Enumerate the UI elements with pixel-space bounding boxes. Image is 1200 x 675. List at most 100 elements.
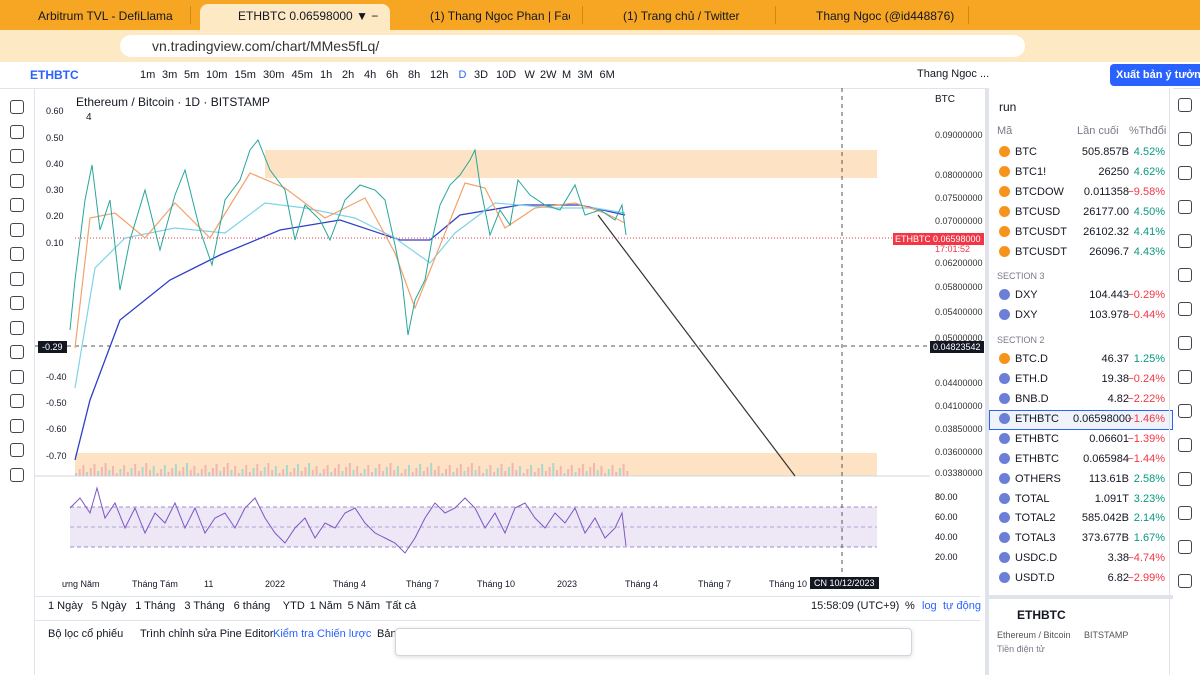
range-button[interactable]: 1 Năm <box>309 600 342 612</box>
volume-bar <box>441 473 444 476</box>
volume-bar <box>437 466 440 476</box>
tool-icon[interactable] <box>10 320 24 335</box>
volume-bar <box>385 467 388 476</box>
range-button[interactable]: 3 Tháng <box>184 600 225 612</box>
range-button[interactable]: 6 tháng <box>233 600 271 612</box>
drawing-toolbar <box>0 88 35 675</box>
volume-bar <box>493 472 496 476</box>
volume-bar <box>115 473 118 476</box>
price-series <box>69 139 627 336</box>
column-header: %Thđổi <box>1129 125 1167 137</box>
row-change: 4.52% <box>1133 146 1165 158</box>
tool-icon[interactable] <box>1178 540 1192 554</box>
volume-bar <box>226 463 229 476</box>
tool-icon[interactable] <box>10 222 24 237</box>
volume-bar <box>230 470 233 476</box>
range-button[interactable]: 1 Ngày <box>48 600 83 612</box>
row-change: −2.22% <box>1127 393 1165 405</box>
tool-icon[interactable] <box>10 394 24 408</box>
tool-icon[interactable] <box>1178 132 1192 146</box>
tab[interactable] <box>778 6 969 24</box>
tab-bar <box>0 0 1200 30</box>
volume-bar <box>285 465 288 476</box>
tool-icon[interactable] <box>1178 200 1192 214</box>
tool-icon[interactable] <box>1178 574 1192 588</box>
row-change: −0.44% <box>1127 309 1165 322</box>
row-change: 4.41% <box>1133 225 1165 238</box>
range-button[interactable]: 1 Tháng <box>135 600 176 612</box>
tool-icon[interactable] <box>10 100 24 114</box>
volume-bar <box>282 469 285 476</box>
volume-bar <box>134 464 137 476</box>
tool-icon[interactable] <box>10 296 24 310</box>
row-change: 2.58% <box>1133 472 1165 485</box>
tool-icon[interactable] <box>1178 404 1192 418</box>
bottom-tab: Trình chỉnh sửa Pine Editor <box>140 628 274 640</box>
volume-bar <box>215 464 218 476</box>
range-button[interactable]: 5 Ngày <box>91 600 127 612</box>
row-change: 1.25% <box>1133 353 1165 366</box>
floating-draw-bar[interactable] <box>395 628 912 656</box>
tab[interactable] <box>585 6 776 24</box>
volume-bar <box>426 467 429 476</box>
volume-bar <box>326 465 329 476</box>
volume-bar <box>356 466 359 476</box>
tool-icon[interactable] <box>1178 234 1192 248</box>
symbol-icon <box>999 353 1010 365</box>
tool-icon[interactable] <box>10 149 24 163</box>
symbol-icon <box>999 205 1010 217</box>
tool-icon[interactable] <box>1178 506 1192 520</box>
volume-bar <box>149 470 151 476</box>
tool-icon[interactable] <box>10 198 24 212</box>
volume-bar <box>593 463 595 476</box>
tool-icon[interactable] <box>1178 472 1192 486</box>
symbol-icon <box>999 472 1010 484</box>
row-change: 4.43% <box>1133 245 1165 258</box>
rsi <box>69 486 627 554</box>
volume-bar <box>467 467 470 476</box>
volume-bar <box>86 472 89 476</box>
symbol-icon <box>999 432 1010 444</box>
volume-bar <box>330 472 333 476</box>
range-button[interactable]: YTD <box>282 600 305 612</box>
tool-icon[interactable] <box>10 247 24 261</box>
volume-bar <box>197 473 200 476</box>
symbol-icon <box>999 245 1010 257</box>
tool-icon[interactable] <box>10 418 24 433</box>
tool-icon[interactable] <box>1178 268 1192 282</box>
volume-bar <box>604 473 607 476</box>
volume-bar <box>611 465 614 476</box>
tool-icon[interactable] <box>1178 336 1192 350</box>
tool-icon[interactable] <box>10 124 24 139</box>
tool-icon[interactable] <box>10 345 24 359</box>
volume-bar <box>496 468 499 476</box>
tool-icon[interactable] <box>10 467 24 482</box>
row-symbol: BNB.D <box>1015 393 1049 405</box>
range-button[interactable]: Tất cả <box>385 600 417 612</box>
tool-icon[interactable] <box>1178 166 1192 180</box>
tab[interactable] <box>0 6 191 24</box>
volume-bar <box>389 463 392 476</box>
url-box[interactable] <box>120 35 1025 57</box>
tool-icon[interactable] <box>1178 438 1192 452</box>
tool-icon[interactable] <box>10 173 24 188</box>
address-bar <box>0 30 1200 62</box>
tool-icon[interactable] <box>1178 302 1192 316</box>
tool-icon[interactable] <box>10 369 24 384</box>
tab[interactable] <box>200 4 390 30</box>
tab[interactable] <box>392 6 583 24</box>
volume-bar <box>530 465 533 476</box>
bottom-tab: Bản <box>377 628 397 640</box>
range-button[interactable]: 5 Năm <box>347 600 380 612</box>
volume-bar <box>430 463 433 476</box>
tool-icon[interactable] <box>1178 370 1192 384</box>
volume-bar <box>600 466 603 476</box>
volume-bar <box>141 467 144 476</box>
tool-icon[interactable] <box>1178 98 1192 112</box>
tool-icon[interactable] <box>10 271 24 286</box>
volume-bar <box>400 473 403 476</box>
volume-bar <box>160 469 163 476</box>
tool-icon[interactable] <box>10 443 24 457</box>
row-last: 113.61B <box>1088 472 1129 485</box>
row-change: 4.50% <box>1133 205 1165 218</box>
